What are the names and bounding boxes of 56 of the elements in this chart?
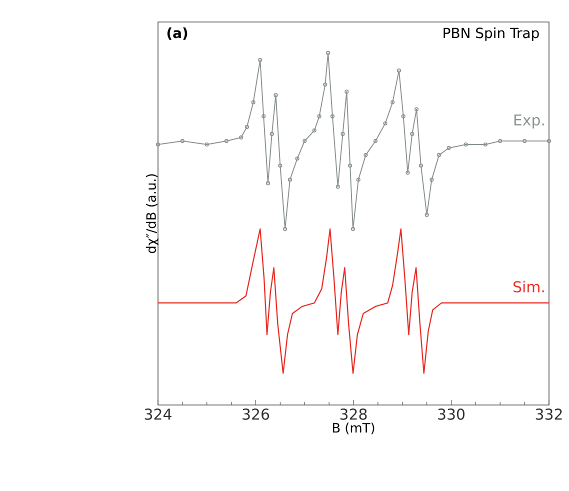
- point: [350, 226, 356, 232]
- point: [464, 142, 468, 147]
- point: [244, 124, 249, 129]
- point: [498, 138, 502, 144]
- point: [396, 68, 401, 73]
- point: [446, 146, 451, 150]
- point: [262, 114, 266, 118]
- series-label: Sim.: [514, 280, 544, 292]
- point: [278, 164, 282, 168]
- point: [295, 156, 300, 161]
- point: [270, 132, 274, 136]
- point: [180, 138, 184, 144]
- point: [302, 138, 307, 144]
- point: [323, 82, 328, 87]
- point: [204, 142, 209, 147]
- point: [418, 164, 423, 168]
- point: [364, 153, 368, 158]
- point: [436, 153, 442, 158]
- x-tick-label: 332: [536, 408, 562, 420]
- point: [326, 50, 330, 56]
- point: [401, 114, 406, 118]
- point: [344, 90, 349, 94]
- point: [356, 178, 360, 182]
- point: [383, 121, 388, 126]
- point: [410, 132, 414, 136]
- point: [274, 93, 278, 98]
- point: [522, 138, 527, 144]
- point: [224, 138, 228, 144]
- x-axis-title: B (mT): [332, 422, 374, 434]
- x-tick-label: 330: [438, 408, 465, 420]
- text: (a): [167, 27, 188, 40]
- x-tick-label: 326: [242, 408, 270, 420]
- point: [483, 142, 488, 147]
- point: [251, 100, 256, 104]
- point: [239, 135, 244, 140]
- point: [317, 114, 322, 118]
- point: [283, 226, 288, 232]
- text: PBN Spin Trap: [444, 27, 539, 41]
- point: [340, 132, 345, 136]
- point: [288, 178, 292, 182]
- point: [406, 170, 410, 175]
- point: [430, 178, 434, 182]
- point: [414, 107, 419, 112]
- point: [258, 58, 262, 62]
- point: [348, 164, 352, 168]
- series-label: Exp.: [514, 114, 544, 128]
- point: [390, 100, 395, 104]
- point: [373, 138, 378, 144]
- x-tick-label: 324: [144, 408, 172, 420]
- y-axis-title: dχ″/dB (a.u.): [146, 174, 158, 254]
- point: [336, 184, 340, 189]
- point: [312, 128, 316, 132]
- x-tick-label: 328: [340, 408, 367, 420]
- point: [266, 181, 270, 186]
- point: [330, 114, 335, 118]
- point: [424, 212, 429, 217]
